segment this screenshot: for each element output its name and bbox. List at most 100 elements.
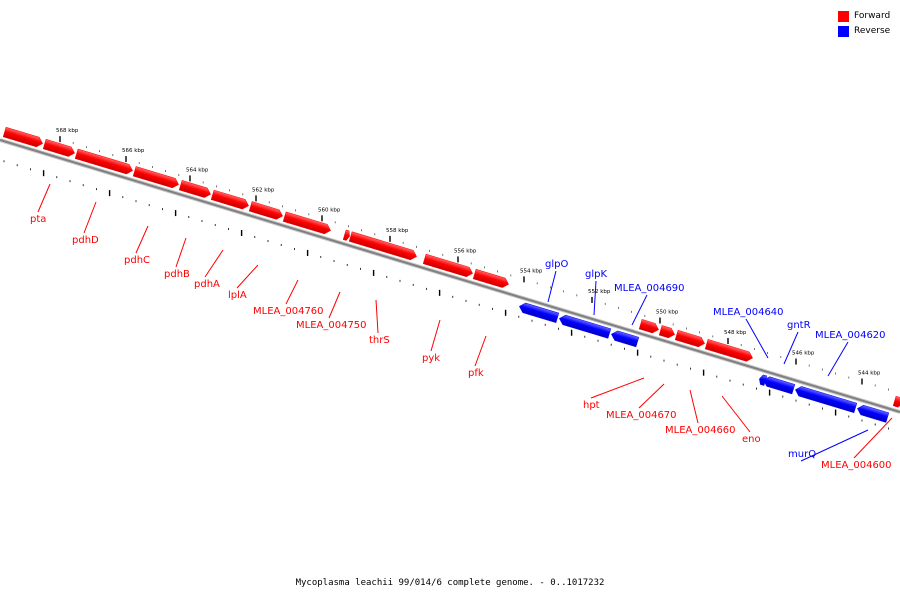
gene-mlea-004670-arrow	[658, 325, 675, 339]
tick-label-556: 556 kbp	[454, 248, 477, 254]
leader-mlea-004620	[827, 341, 849, 377]
gene-label-glpk: glpK	[585, 269, 607, 280]
gene-pdha	[178, 180, 211, 198]
gene-mlea-004640	[759, 374, 768, 386]
gene-mlea-004760	[248, 201, 283, 220]
leader-mlea-004640	[745, 318, 769, 359]
tick-label-546: 546 kbp	[792, 351, 815, 357]
gene-label-pfk: pfk	[468, 368, 484, 379]
gene-label-hpt: hpt	[583, 400, 600, 411]
gene-mlea-004750-arrow	[282, 211, 331, 235]
gene-mlea-004600	[892, 395, 900, 408]
forward-swatch	[838, 10, 849, 22]
gene-label-pta: pta	[30, 214, 46, 225]
genome-caption: Mycoplasma leachii 99/014/6 complete gen…	[295, 578, 605, 588]
leader-pyk	[430, 319, 441, 352]
gene-label-pdhd: pdhD	[72, 235, 99, 246]
gene-label-mlea-004600: MLEA_004600	[821, 460, 892, 471]
gene-label-thrs: thrS	[369, 335, 390, 346]
gene-hpt	[638, 319, 659, 334]
gene-label-mlea-004760: MLEA_004760	[253, 306, 324, 317]
gene-pdhd-arrow	[42, 138, 75, 157]
gene-labels: pta pdhD pdhC pdhB pdhA lplA MLEA_004760 MLEA_0…	[30, 183, 893, 471]
gene-mlea-004660-arrow	[674, 329, 705, 348]
leader-murq	[800, 429, 869, 462]
gene-pdha-arrow	[178, 180, 211, 198]
gene-label-mlea-004640: MLEA_004640	[713, 307, 784, 318]
leader-pdhd	[83, 201, 97, 234]
leader-glpk	[593, 280, 597, 316]
tick-label-544: 544 kbp	[858, 371, 881, 377]
legend-forward-label: Forward	[854, 11, 891, 21]
gene-label-pdhc: pdhC	[124, 255, 150, 266]
gene-mlea-004750	[282, 211, 331, 235]
leader-pfk	[474, 335, 487, 367]
gene-unlabeled-small	[342, 229, 350, 241]
gene-label-glpo: glpO	[545, 259, 568, 270]
gene-lpla	[210, 189, 249, 210]
leader-eno	[721, 395, 751, 433]
gene-gntr	[763, 376, 796, 395]
gene-label-mlea-004670: MLEA_004670	[606, 410, 677, 421]
gene-pyk-arrow	[422, 253, 473, 278]
gene-pdhc-arrow	[74, 148, 133, 175]
gene-eno-arrow	[704, 339, 753, 362]
gene-label-lpla: lplA	[228, 290, 247, 301]
reverse-swatch	[838, 25, 849, 37]
sequence-axis	[0, 138, 900, 414]
gene-unlabeled-small-arrow	[342, 229, 350, 241]
tick-label-554: 554 kbp	[520, 268, 543, 274]
tick-label-548: 548 kbp	[724, 330, 747, 336]
gene-pta-arrow	[2, 126, 43, 148]
gene-label-pdhb: pdhB	[164, 269, 190, 280]
gene-pta	[2, 126, 43, 148]
gene-pdhb-arrow	[132, 166, 179, 189]
leader-glpo	[547, 270, 557, 303]
gene-label-mlea-004750: MLEA_004750	[296, 320, 367, 331]
leader-pdhb	[175, 237, 187, 268]
axis-line	[0, 139, 900, 413]
gene-eno	[704, 339, 753, 362]
leader-mlea-004750	[328, 291, 341, 319]
gene-pdhd	[42, 138, 75, 157]
gene-murq	[857, 404, 890, 423]
gene-label-pdha: pdhA	[194, 279, 220, 290]
gene-mlea-004660	[674, 329, 705, 348]
gene-glpk	[559, 314, 612, 339]
legend: Forward Reverse	[838, 9, 890, 39]
gene-lpla-arrow	[210, 189, 249, 210]
tick-label-566: 566 kbp	[122, 148, 145, 154]
legend-forward: Forward	[838, 9, 890, 23]
gene-label-mlea-004620: MLEA_004620	[815, 330, 886, 341]
leader-mlea-004660	[689, 389, 699, 424]
legend-reverse: Reverse	[838, 24, 890, 38]
gene-hpt-arrow	[638, 319, 659, 334]
gene-gntr-arrow	[763, 376, 796, 395]
gene-glpk-arrow	[559, 314, 612, 339]
leader-mlea-004760	[285, 279, 299, 305]
leader-hpt	[590, 377, 645, 399]
gene-thrs-arrow	[348, 231, 417, 261]
gene-label-murq: murQ	[788, 449, 816, 460]
gene-pdhb	[132, 166, 179, 189]
gene-label-pyk: pyk	[422, 353, 440, 364]
gene-mlea-004600-arrow	[892, 395, 900, 408]
gene-label-mlea-004690: MLEA_004690	[614, 283, 685, 294]
gene-mlea-004670	[658, 325, 675, 339]
tick-label-564: 564 kbp	[186, 167, 209, 173]
gene-label-mlea-004660: MLEA_004660	[665, 425, 736, 436]
scale-ticks: 568 kbp 566 kbp 564 kbp 562 kbp 560 kbp 558 k…	[3, 128, 889, 430]
gene-mlea-004620	[795, 386, 858, 414]
gene-glpo	[519, 302, 560, 323]
gene-pyk	[422, 253, 473, 278]
gene-thrs	[348, 231, 417, 261]
leader-pdha	[204, 249, 224, 278]
tick-label-558: 558 kbp	[386, 228, 409, 234]
tick-label-550: 550 kbp	[656, 309, 679, 315]
leader-lpla	[236, 264, 259, 289]
leader-mlea-004670	[638, 383, 665, 409]
leader-pdhc	[135, 225, 149, 254]
gene-glpo-arrow	[519, 302, 560, 323]
